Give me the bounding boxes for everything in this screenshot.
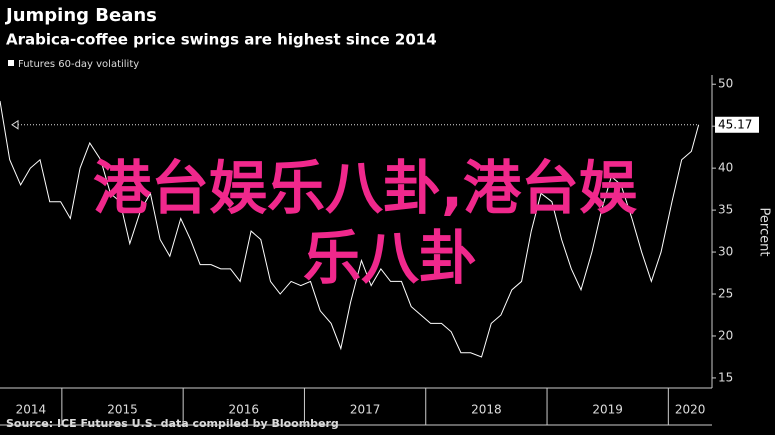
x-tick-label: 2015 xyxy=(107,403,138,417)
legend-label: Futures 60-day volatility xyxy=(18,59,139,70)
legend-swatch xyxy=(8,60,14,66)
y-tick-label: 50 xyxy=(718,77,733,91)
x-tick-label: 2020 xyxy=(675,403,706,417)
y-tick-label: 35 xyxy=(718,203,733,217)
y-tick-label: 25 xyxy=(718,287,733,301)
x-tick-label: 2018 xyxy=(471,403,502,417)
y-tick-label: 30 xyxy=(718,245,733,259)
source-note: Source: ICE Futures U.S. data compiled b… xyxy=(6,417,339,430)
y-tick-label: 40 xyxy=(718,161,733,175)
last-value-arrow xyxy=(11,119,19,130)
watermark-text: 港台娱乐八卦,港台娱 xyxy=(93,154,637,222)
x-tick-label: 2014 xyxy=(16,403,47,417)
chart-title: Jumping Beans xyxy=(4,5,157,26)
last-value-box xyxy=(715,116,759,133)
watermark-text: 乐八卦 xyxy=(303,224,477,292)
x-tick-label: 2019 xyxy=(592,403,623,417)
y-tick-label: 20 xyxy=(718,328,733,342)
y-tick-label: 15 xyxy=(718,370,733,384)
x-tick-label: 2017 xyxy=(350,403,381,417)
last-value-label: 45.17 xyxy=(718,117,752,131)
x-tick-label: 2016 xyxy=(229,403,260,417)
chart-subtitle: Arabica-coffee price swings are highest … xyxy=(6,31,437,49)
data-line xyxy=(0,100,700,358)
y-axis-title: Percent xyxy=(757,208,772,257)
